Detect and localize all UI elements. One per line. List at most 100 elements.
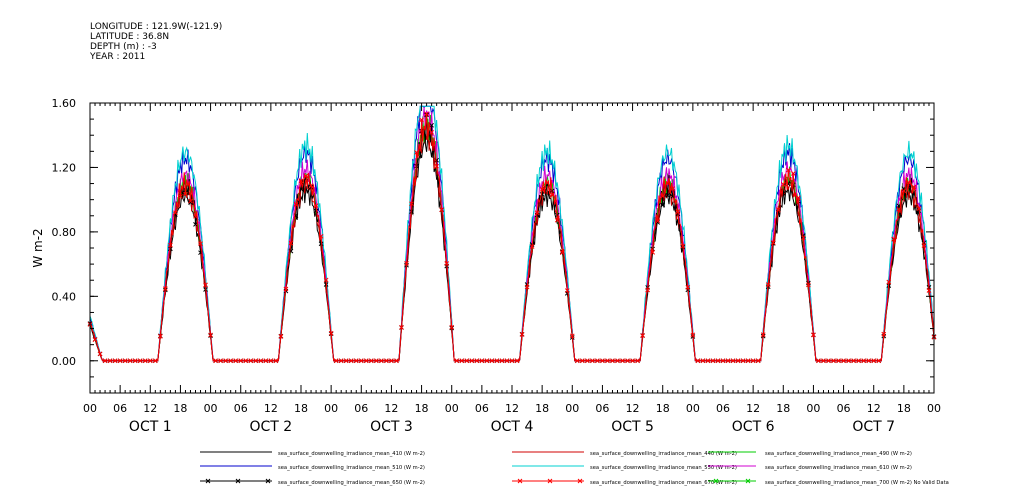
series-marker (363, 358, 369, 364)
series-marker (147, 358, 153, 364)
legend-entry: sea_surface_downwelling_irradiance_mean_… (590, 480, 737, 486)
day-label: OCT 3 (370, 419, 413, 435)
series-marker (137, 358, 143, 364)
series-marker (253, 358, 259, 364)
series-line (89, 105, 935, 362)
series-marker (318, 233, 324, 239)
series-marker (605, 358, 610, 364)
series-marker (203, 282, 208, 288)
series-marker (379, 358, 384, 364)
series-marker (168, 246, 173, 252)
legend-marker (517, 478, 523, 484)
series-marker (223, 358, 228, 364)
series-marker (881, 331, 887, 337)
metadata-header: LONGITUDE : 121.9W(-121.9) LATITUDE : 36… (90, 22, 222, 62)
series-marker (750, 358, 756, 364)
x-tick-label: 06 (354, 402, 368, 415)
series-marker (504, 358, 510, 364)
series-marker (168, 242, 173, 248)
x-tick-label: 12 (143, 402, 157, 415)
series-marker (660, 193, 666, 199)
series-marker (404, 261, 409, 266)
series-4 (89, 105, 935, 362)
series-marker (745, 358, 751, 364)
series-marker (419, 117, 424, 123)
series-marker (233, 358, 239, 364)
series-marker (585, 358, 590, 364)
series-marker (655, 220, 661, 225)
series-marker (489, 358, 495, 364)
y-tick-label: 0.00 (52, 355, 77, 368)
series-marker (313, 203, 319, 208)
series-marker (816, 358, 821, 364)
y-tick-label: 0.80 (52, 226, 77, 239)
series-marker (353, 358, 359, 364)
series-marker (122, 358, 128, 364)
series-marker (544, 180, 550, 186)
series-marker (549, 192, 555, 198)
day-label: OCT 6 (732, 419, 775, 435)
series-marker (389, 358, 394, 364)
series-marker (665, 192, 671, 198)
series-marker (695, 358, 701, 364)
latitude-label: LATITUDE : 36.8N (90, 32, 170, 42)
series-marker (841, 358, 846, 364)
series-marker (127, 358, 133, 364)
series-marker (338, 358, 344, 364)
series-marker (117, 358, 123, 364)
series-marker (831, 358, 836, 364)
series-marker (690, 332, 696, 338)
series-marker (574, 358, 580, 364)
series-marker (680, 243, 686, 249)
series-marker (238, 358, 244, 364)
series-marker (826, 358, 831, 364)
legend-marker (205, 478, 211, 484)
series-marker (861, 358, 867, 364)
series-marker (444, 261, 450, 266)
x-tick-label: 18 (897, 402, 911, 415)
series-1 (89, 135, 935, 362)
x-tick-label: 18 (173, 402, 187, 415)
x-tick-label: 06 (475, 402, 489, 415)
x-tick-label: 00 (83, 402, 97, 415)
series-marker (298, 178, 304, 184)
series-marker (343, 358, 349, 364)
series-marker (579, 358, 585, 364)
series-marker (293, 202, 299, 207)
legend-marker (235, 478, 241, 484)
plot-frame (89, 102, 935, 394)
series-marker (590, 358, 595, 364)
series-marker (645, 287, 650, 293)
series-marker (595, 358, 600, 364)
series-marker (821, 358, 826, 364)
series-7 (87, 112, 937, 364)
series-marker (308, 183, 314, 188)
series-marker (454, 358, 460, 364)
series-marker (780, 182, 786, 187)
series-marker (112, 358, 118, 364)
x-tick-label: 06 (837, 402, 851, 415)
legend-entry: sea_surface_downwelling_irradiance_mean_… (765, 465, 912, 471)
series-marker (559, 250, 565, 255)
legend-entry: sea_surface_downwelling_irradiance_mean_… (278, 480, 425, 486)
series-marker (213, 358, 218, 364)
series-marker (374, 358, 379, 364)
series-marker (615, 358, 620, 364)
x-tick-label: 00 (565, 402, 579, 415)
series-marker (720, 358, 726, 364)
series-marker (323, 277, 329, 283)
series-marker (449, 324, 455, 330)
legend-marker (547, 478, 553, 484)
series-marker (921, 243, 927, 248)
series-line (89, 113, 935, 362)
x-tick-label: 12 (746, 402, 760, 415)
series-marker (142, 358, 148, 364)
x-tick-label: 18 (294, 402, 308, 415)
series-6 (89, 107, 935, 362)
series-marker (263, 358, 269, 364)
series-marker (811, 332, 816, 338)
x-tick-label: 18 (656, 402, 670, 415)
series-marker (524, 284, 530, 290)
series-marker (384, 358, 389, 364)
x-tick-label: 00 (324, 402, 338, 415)
